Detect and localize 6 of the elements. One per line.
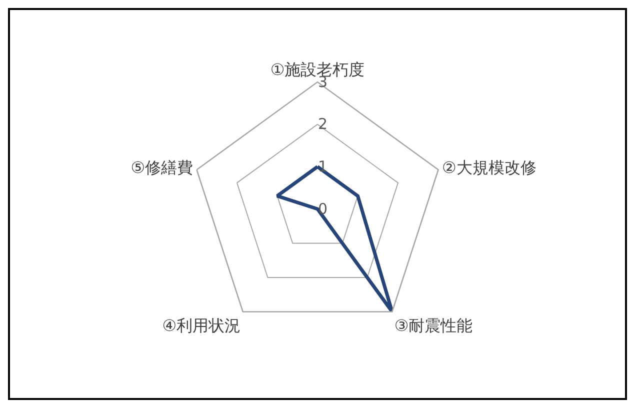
y-tick-label: 2 [318,115,328,134]
spoke-label: ④利用状況 [162,316,241,336]
spoke-label: ⑤修繕費 [130,158,194,177]
spoke-label: ③耐震性能 [394,316,473,336]
spoke-label: ②大規模改修 [442,158,536,177]
y-tick-label: 0 [318,200,328,218]
